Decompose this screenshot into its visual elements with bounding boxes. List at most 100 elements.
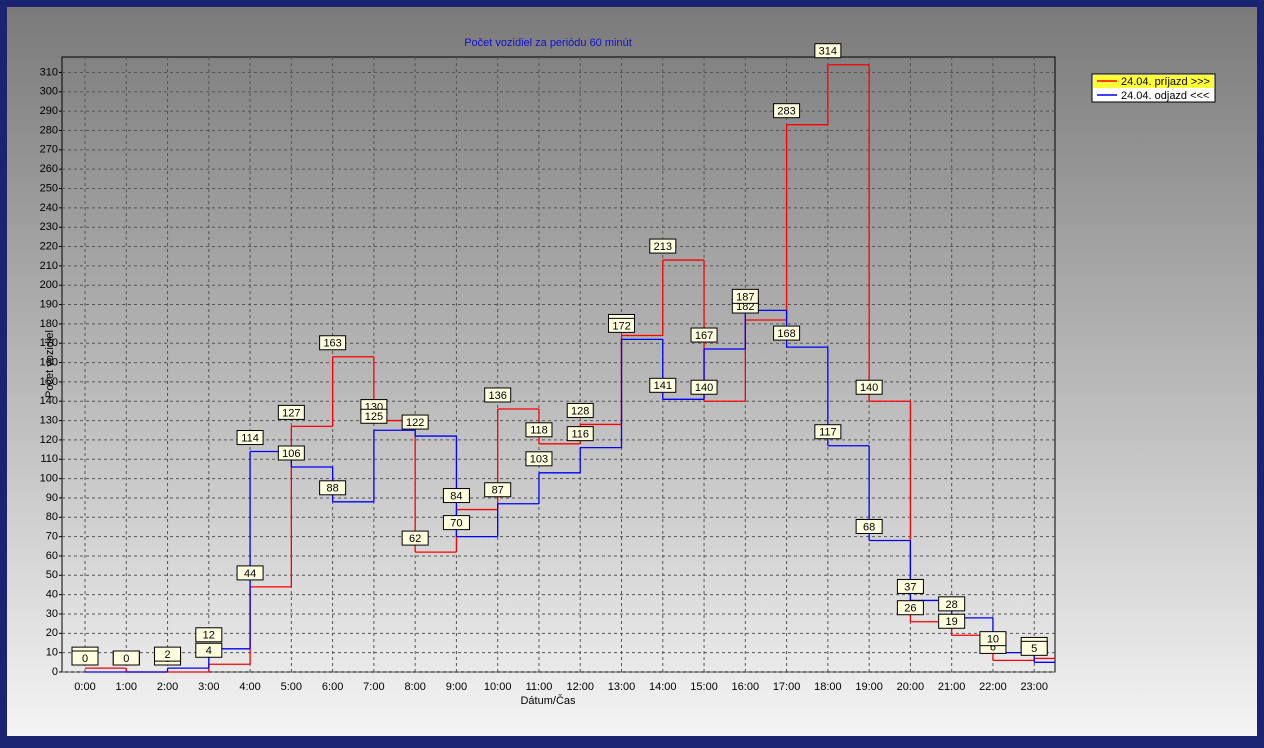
x-tick-label: 10:00 (484, 681, 512, 693)
data-label-box (360, 408, 388, 424)
data-label: 6 (990, 641, 996, 653)
data-label: 114 (241, 432, 259, 444)
y-tick-label: 60 (46, 550, 58, 562)
data-label-box (649, 238, 677, 254)
data-label: 10 (987, 634, 999, 646)
data-label: 172 (612, 320, 630, 332)
y-tick-label: 150 (40, 376, 58, 388)
data-label-box (649, 377, 677, 393)
data-label: 182 (736, 301, 754, 313)
y-tick-label: 170 (40, 337, 58, 349)
legend-label: 24.04. odjazd <<< (1121, 90, 1209, 102)
data-label-box (814, 43, 842, 59)
y-tick-label: 180 (40, 318, 58, 330)
data-label: 163 (323, 338, 341, 350)
data-label-box (277, 445, 305, 461)
data-label: 68 (863, 521, 875, 533)
data-label: 168 (777, 328, 795, 340)
y-tick-label: 270 (40, 144, 58, 156)
y-tick-label: 50 (46, 569, 58, 581)
data-label-box (401, 530, 429, 546)
data-label-box (855, 379, 883, 395)
data-label-box (484, 387, 512, 403)
data-label-box (71, 650, 99, 666)
y-tick-label: 70 (46, 531, 58, 543)
legend-highlight (1093, 75, 1214, 88)
x-tick-label: 23:00 (1020, 681, 1048, 693)
x-tick-label: 12:00 (566, 681, 594, 693)
y-tick-label: 130 (40, 414, 58, 426)
data-label: 116 (571, 429, 589, 441)
x-tick-label: 14:00 (649, 681, 677, 693)
data-label: 213 (654, 241, 672, 253)
y-tick-label: 190 (40, 298, 58, 310)
x-tick-label: 18:00 (814, 681, 842, 693)
y-tick-label: 310 (40, 66, 58, 78)
data-label: 84 (450, 490, 462, 502)
data-label: 5 (1031, 643, 1037, 655)
data-label: 136 (489, 390, 507, 402)
data-label-box (525, 451, 553, 467)
data-label: 88 (326, 483, 338, 495)
y-tick-label: 40 (46, 589, 58, 601)
data-label-box (938, 596, 966, 612)
legend (1091, 73, 1216, 103)
data-label-box (566, 426, 594, 442)
data-label-box (195, 642, 223, 658)
data-label: 122 (406, 417, 424, 429)
data-label: 19 (946, 616, 958, 628)
data-label-box (195, 627, 223, 643)
y-tick-label: 110 (40, 453, 58, 465)
y-tick-label: 90 (46, 492, 58, 504)
y-tick-label: 280 (40, 124, 58, 136)
data-label-box (401, 414, 429, 430)
data-label-box (277, 404, 305, 420)
y-tick-label: 230 (40, 221, 58, 233)
y-tick-label: 160 (40, 356, 58, 368)
data-label-box (484, 482, 512, 498)
data-label: 70 (450, 518, 462, 530)
chart-title: Počet vozidiel za periódu 60 minút (464, 37, 632, 49)
x-tick-label: 17:00 (773, 681, 801, 693)
x-tick-label: 5:00 (281, 681, 302, 693)
data-label: 2 (164, 649, 170, 661)
x-tick-label: 4:00 (239, 681, 260, 693)
y-tick-label: 120 (40, 434, 58, 446)
data-label-box (938, 613, 966, 629)
y-tick-label: 250 (40, 182, 58, 194)
data-label: 140 (695, 382, 713, 394)
data-label: 0 (123, 653, 129, 665)
x-tick-label: 16:00 (732, 681, 760, 693)
x-axis-label: Dátum/Čas (520, 694, 576, 707)
y-tick-label: 140 (40, 395, 58, 407)
x-tick-label: 6:00 (322, 681, 343, 693)
y-tick-label: 300 (40, 86, 58, 98)
data-label-box (154, 646, 182, 662)
x-tick-label: 9:00 (446, 681, 467, 693)
data-label: 62 (409, 533, 421, 545)
data-label: 37 (904, 581, 916, 593)
x-tick-label: 3:00 (198, 681, 219, 693)
data-label-box (896, 600, 924, 616)
data-label: 118 (530, 425, 548, 437)
data-label-box (566, 402, 594, 418)
x-tick-label: 1:00 (116, 681, 137, 693)
x-tick-label: 19:00 (855, 681, 883, 693)
data-label: 106 (282, 448, 300, 460)
data-label: 283 (777, 106, 795, 118)
data-label-box (773, 103, 801, 119)
data-label: 128 (571, 405, 589, 417)
data-label-box (236, 430, 264, 446)
x-tick-label: 15:00 (690, 681, 718, 693)
y-tick-label: 260 (40, 163, 58, 175)
data-label: 0 (82, 653, 88, 665)
data-label: 140 (860, 382, 878, 394)
x-tick-label: 22:00 (979, 681, 1007, 693)
x-tick-label: 21:00 (938, 681, 966, 693)
data-label-box (814, 424, 842, 440)
y-tick-label: 210 (40, 260, 58, 272)
y-tick-label: 0 (52, 666, 58, 678)
x-tick-label: 13:00 (608, 681, 636, 693)
data-label: 12 (203, 630, 215, 642)
y-tick-label: 30 (46, 608, 58, 620)
